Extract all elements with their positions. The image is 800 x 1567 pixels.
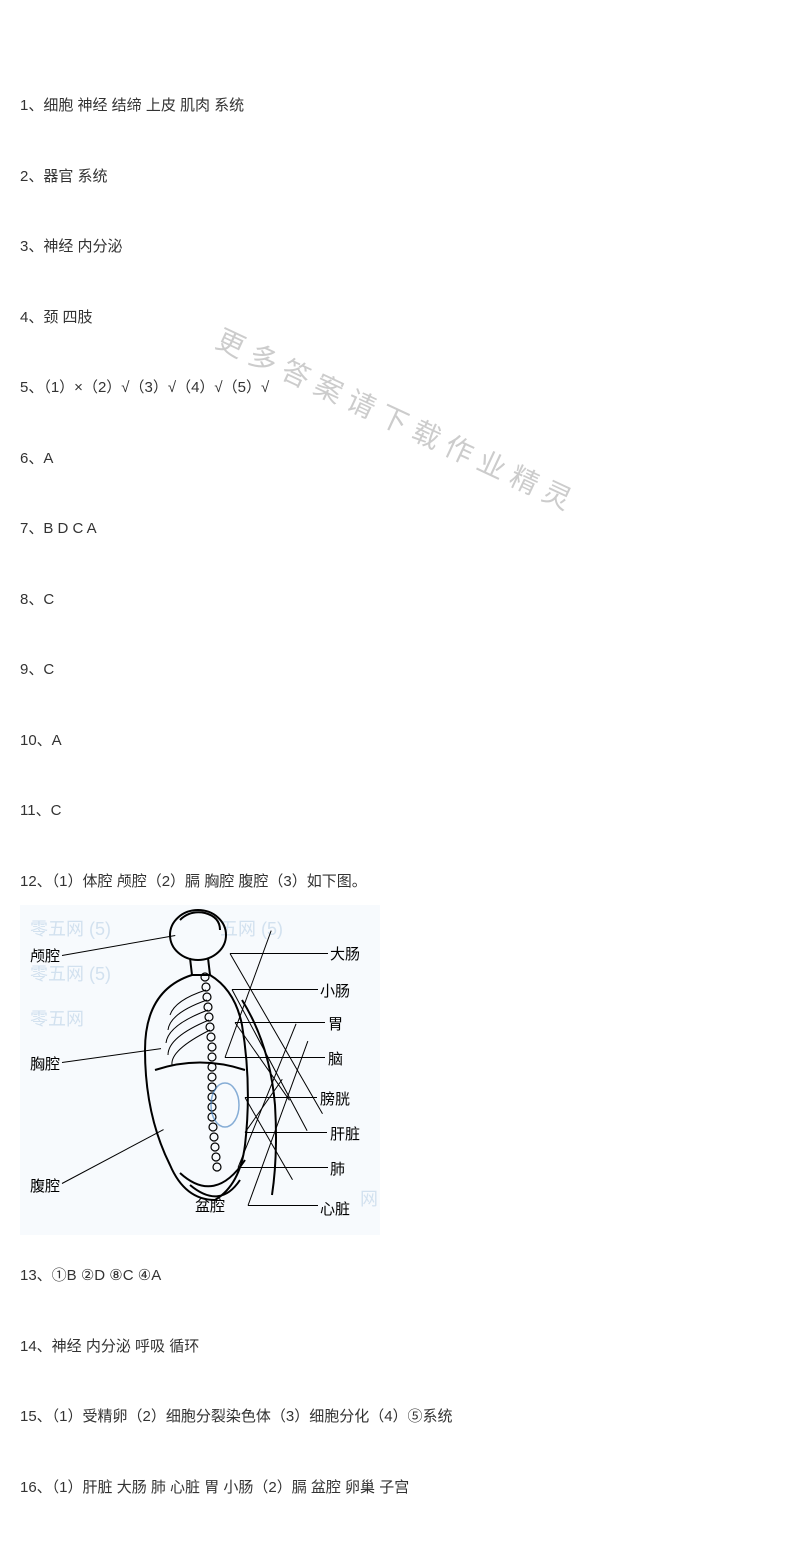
anatomy-diagram: 零五网 (5) 五网 (5) 零五网 (5) 零五网 网 xyxy=(20,905,380,1235)
body-svg xyxy=(20,905,380,1235)
label-stomach: 胃 xyxy=(328,1013,343,1034)
label-brain: 脑 xyxy=(328,1048,343,1069)
answer-10: 10、A xyxy=(20,730,780,753)
leader-line xyxy=(245,1132,327,1133)
label-lung: 肺 xyxy=(330,1158,345,1179)
leader-line xyxy=(235,1022,325,1023)
answer-7: 7、B D C A xyxy=(20,518,780,541)
leader-line xyxy=(248,1205,318,1206)
label-abdominal: 腹腔 xyxy=(30,1175,60,1196)
label-small-intestine: 小肠 xyxy=(320,980,350,1001)
answer-15: 15、（1）受精卵（2）细胞分裂染色体（3）细胞分化（4）⑤系统 xyxy=(20,1406,780,1429)
answer-1: 1、细胞 神经 结缔 上皮 肌肉 系统 xyxy=(20,95,780,118)
answer-6: 6、A xyxy=(20,448,780,471)
label-bladder: 膀胱 xyxy=(320,1088,350,1109)
leader-line xyxy=(230,953,328,954)
answer-8: 8、C xyxy=(20,589,780,612)
leader-line xyxy=(245,1097,317,1098)
answer-11: 11、C xyxy=(20,800,780,823)
label-pelvic: 盆腔 xyxy=(195,1195,225,1216)
leader-line xyxy=(232,989,318,990)
answer-3: 3、神经 内分泌 xyxy=(20,236,780,259)
answer-9: 9、C xyxy=(20,659,780,682)
leader-line xyxy=(225,1057,325,1058)
label-thoracic: 胸腔 xyxy=(30,1053,60,1074)
answer-4: 4、颈 四肢 xyxy=(20,307,780,330)
label-cranial: 颅腔 xyxy=(30,945,60,966)
answer-5: 5、（1）×（2）√（3）√（4）√（5）√ xyxy=(20,377,780,400)
anatomy-figure: 颅腔 胸腔 腹腔 盆腔 大肠 小肠 胃 脑 膀胱 肝脏 xyxy=(20,905,380,1235)
answer-13: 13、①B ②D ⑧C ④A xyxy=(20,1265,780,1288)
label-liver: 肝脏 xyxy=(330,1123,360,1144)
answer-2: 2、器官 系统 xyxy=(20,166,780,189)
answer-14: 14、神经 内分泌 呼吸 循环 xyxy=(20,1336,780,1359)
answer-12: 12、（1）体腔 颅腔（2）膈 胸腔 腹腔（3）如下图。 xyxy=(20,871,780,894)
answer-content: 1、细胞 神经 结缔 上皮 肌肉 系统 2、器官 系统 3、神经 内分泌 4、颈… xyxy=(0,0,800,1567)
answer-16: 16、（1）肝脏 大肠 肺 心脏 胃 小肠（2）膈 盆腔 卵巢 子宫 xyxy=(20,1477,780,1500)
label-heart: 心脏 xyxy=(320,1198,350,1219)
label-large-intestine: 大肠 xyxy=(330,943,360,964)
leader-line xyxy=(238,1167,328,1168)
